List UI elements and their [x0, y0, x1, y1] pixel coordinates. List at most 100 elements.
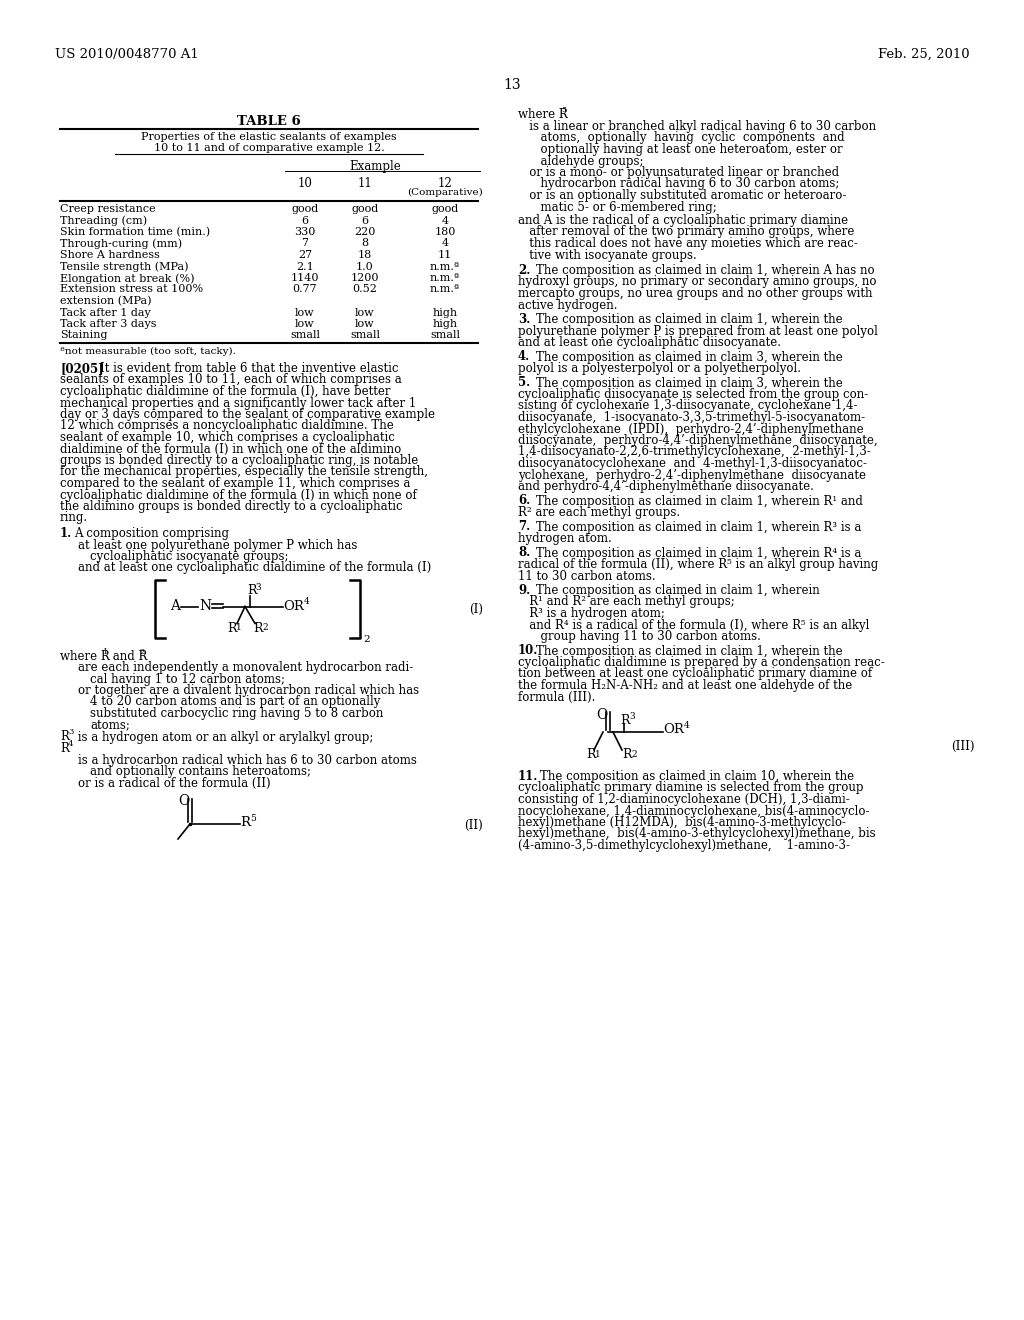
Text: 10: 10	[298, 177, 312, 190]
Text: or is an optionally substituted aromatic or heteroaro-: or is an optionally substituted aromatic…	[518, 189, 847, 202]
Text: and R: and R	[109, 649, 147, 663]
Text: and perhydro-4,4’-diphenylmethane diisocyanate.: and perhydro-4,4’-diphenylmethane diisoc…	[518, 480, 814, 492]
Text: 1: 1	[236, 623, 242, 632]
Text: N: N	[199, 599, 211, 614]
Text: hexyl)methane,  bis(4-amino-3-ethylcyclohexyl)methane, bis: hexyl)methane, bis(4-amino-3-ethylcycloh…	[518, 828, 876, 841]
Text: R² are each methyl groups.: R² are each methyl groups.	[518, 506, 680, 519]
Text: 5: 5	[250, 814, 256, 822]
Text: n.m.ª: n.m.ª	[430, 285, 460, 294]
Text: 12: 12	[437, 177, 453, 190]
Text: 3: 3	[629, 711, 635, 721]
Text: tion between at least one cycloaliphatic primary diamine of: tion between at least one cycloaliphatic…	[518, 668, 872, 681]
Text: Skin formation time (min.): Skin formation time (min.)	[60, 227, 210, 238]
Text: ring.: ring.	[60, 511, 88, 524]
Text: 4.: 4.	[518, 351, 530, 363]
Text: low: low	[355, 319, 375, 329]
Text: polyol is a polyesterpolyol or a polyetherpolyol.: polyol is a polyesterpolyol or a polyeth…	[518, 362, 801, 375]
Text: n.m.ª: n.m.ª	[430, 273, 460, 282]
Text: cal having 1 to 12 carbon atoms;: cal having 1 to 12 carbon atoms;	[90, 672, 285, 685]
Text: [0205]: [0205]	[60, 362, 103, 375]
Text: good: good	[431, 205, 459, 214]
Text: substituted carbocyclic ring having 5 to 8 carbon: substituted carbocyclic ring having 5 to…	[90, 708, 383, 719]
Text: 0.52: 0.52	[352, 285, 378, 294]
Text: atoms,  optionally  having  cyclic  components  and: atoms, optionally having cyclic componen…	[518, 132, 845, 144]
Text: R: R	[253, 622, 262, 635]
Text: 13: 13	[503, 78, 521, 92]
Text: 330: 330	[294, 227, 315, 238]
Text: 1140: 1140	[291, 273, 319, 282]
Text: R: R	[60, 730, 69, 743]
Text: 1: 1	[103, 648, 109, 656]
Text: R¹ and R² are each methyl groups;: R¹ and R² are each methyl groups;	[518, 595, 735, 609]
Text: The composition as claimed in claim 1, wherein R¹ and: The composition as claimed in claim 1, w…	[536, 495, 863, 507]
Text: (II): (II)	[464, 818, 483, 832]
Text: 1: 1	[595, 750, 601, 759]
Text: n.m.ª: n.m.ª	[430, 261, 460, 272]
Text: Staining: Staining	[60, 330, 108, 341]
Text: sealants of examples 10 to 11, each of which comprises a: sealants of examples 10 to 11, each of w…	[60, 374, 401, 387]
Text: hydroxyl groups, no primary or secondary amino groups, no: hydroxyl groups, no primary or secondary…	[518, 276, 877, 289]
Text: groups is bonded directly to a cycloaliphatic ring, is notable: groups is bonded directly to a cycloalip…	[60, 454, 418, 467]
Text: It is evident from table 6 that the inventive elastic: It is evident from table 6 that the inve…	[100, 362, 398, 375]
Text: O: O	[178, 795, 189, 808]
Text: yclohexane,  perhydro-2,4’-diphenylmethane  diisocyanate: yclohexane, perhydro-2,4’-diphenylmethan…	[518, 469, 866, 482]
Text: 220: 220	[354, 227, 376, 238]
Text: Feb. 25, 2010: Feb. 25, 2010	[879, 48, 970, 61]
Text: 12 which comprises a noncycloaliphatic dialdimine. The: 12 which comprises a noncycloaliphatic d…	[60, 420, 394, 433]
Text: and optionally contains heteroatoms;: and optionally contains heteroatoms;	[90, 766, 311, 779]
Text: 4: 4	[441, 239, 449, 248]
Text: cycloaliphatic dialdimine is prepared by a condensation reac-: cycloaliphatic dialdimine is prepared by…	[518, 656, 885, 669]
Text: and at least one cycloaliphatic diisocyanate.: and at least one cycloaliphatic diisocya…	[518, 337, 781, 348]
Text: 4: 4	[304, 598, 309, 606]
Text: 11: 11	[357, 177, 373, 190]
Text: the aldimino groups is bonded directly to a cycloaliphatic: the aldimino groups is bonded directly t…	[60, 500, 402, 513]
Text: Tack after 1 day: Tack after 1 day	[60, 308, 151, 318]
Text: where R: where R	[60, 649, 110, 663]
Text: 4: 4	[441, 215, 449, 226]
Text: after removal of the two primary amino groups, where: after removal of the two primary amino g…	[518, 226, 854, 239]
Text: 7.: 7.	[518, 520, 530, 533]
Text: low: low	[355, 308, 375, 318]
Text: consisting of 1,2-diaminocyclohexane (DCH), 1,3-diami-: consisting of 1,2-diaminocyclohexane (DC…	[518, 793, 850, 807]
Text: 6.: 6.	[518, 495, 530, 507]
Text: 10 to 11 and of comparative example 12.: 10 to 11 and of comparative example 12.	[154, 143, 384, 153]
Text: at least one polyurethane polymer P which has: at least one polyurethane polymer P whic…	[78, 539, 357, 552]
Text: The composition as claimed in claim 10, wherein the: The composition as claimed in claim 10, …	[540, 770, 854, 783]
Text: high: high	[432, 308, 458, 318]
Text: Extension stress at 100%: Extension stress at 100%	[60, 285, 203, 294]
Text: 2: 2	[362, 635, 370, 644]
Text: polyurethane polymer P is prepared from at least one polyol: polyurethane polymer P is prepared from …	[518, 325, 878, 338]
Text: good: good	[292, 205, 318, 214]
Text: 4: 4	[684, 721, 690, 730]
Text: this radical does not have any moieties which are reac-: this radical does not have any moieties …	[518, 238, 858, 249]
Text: or is a mono- or polyunsaturated linear or branched: or is a mono- or polyunsaturated linear …	[518, 166, 839, 180]
Text: Creep resistance: Creep resistance	[60, 205, 156, 214]
Text: mechanical properties and a significantly lower tack after 1: mechanical properties and a significantl…	[60, 396, 416, 409]
Text: 1.: 1.	[60, 527, 73, 540]
Text: 11: 11	[438, 249, 453, 260]
Text: high: high	[432, 319, 458, 329]
Text: 2.: 2.	[518, 264, 530, 277]
Text: diisocyanate,  1-isocyanato-3,3,5-trimethyl-5-isocyanatom-: diisocyanate, 1-isocyanato-3,3,5-trimeth…	[518, 411, 865, 424]
Text: 2.1: 2.1	[296, 261, 314, 272]
Text: R: R	[622, 748, 632, 762]
Text: hexyl)methane (H12MDA),  bis(4-amino-3-methylcyclo-: hexyl)methane (H12MDA), bis(4-amino-3-me…	[518, 816, 846, 829]
Text: 11.: 11.	[518, 770, 539, 783]
Text: day or 3 days compared to the sealant of comparative example: day or 3 days compared to the sealant of…	[60, 408, 435, 421]
Text: mercapto groups, no urea groups and no other groups with: mercapto groups, no urea groups and no o…	[518, 286, 872, 300]
Text: 3.: 3.	[518, 313, 530, 326]
Text: is a hydrocarbon radical which has 6 to 30 carbon atoms: is a hydrocarbon radical which has 6 to …	[78, 754, 417, 767]
Text: 8.: 8.	[518, 546, 530, 560]
Text: Example: Example	[349, 160, 400, 173]
Text: or is a radical of the formula (II): or is a radical of the formula (II)	[78, 777, 270, 789]
Text: The composition as claimed in claim 1, wherein A has no: The composition as claimed in claim 1, w…	[536, 264, 874, 277]
Text: cycloaliphatic diisocyanate is selected from the group con-: cycloaliphatic diisocyanate is selected …	[518, 388, 868, 401]
Text: Elongation at break (%): Elongation at break (%)	[60, 273, 195, 284]
Text: hydrocarbon radical having 6 to 30 carbon atoms;: hydrocarbon radical having 6 to 30 carbo…	[518, 177, 840, 190]
Text: 3: 3	[255, 582, 261, 591]
Text: 1,4-diisocyanato-2,2,6-trimethylcyclohexane,  2-methyl-1,3-: 1,4-diisocyanato-2,2,6-trimethylcyclohex…	[518, 446, 870, 458]
Text: 4 to 20 carbon atoms and is part of an optionally: 4 to 20 carbon atoms and is part of an o…	[90, 696, 380, 709]
Text: Through-curing (mm): Through-curing (mm)	[60, 239, 182, 249]
Text: R: R	[586, 748, 596, 762]
Text: dialdimine of the formula (I) in which one of the aldimino: dialdimine of the formula (I) in which o…	[60, 442, 401, 455]
